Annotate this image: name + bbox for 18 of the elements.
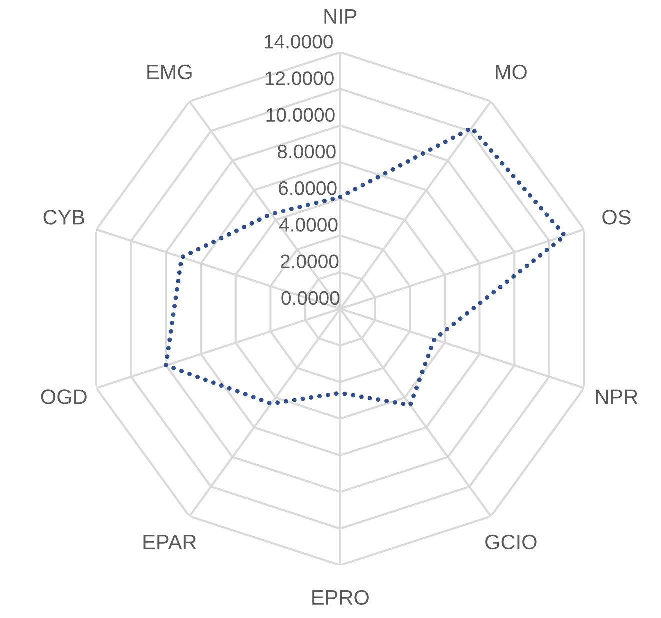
spoke-label: EMG: [148, 64, 192, 80]
spoke-label: CYB: [44, 210, 84, 225]
spoke-label: EPAR: [144, 535, 196, 550]
spoke-label: OGD: [41, 390, 87, 404]
spoke-label: GCIO: [486, 534, 537, 550]
spoke-label: OS: [602, 210, 631, 225]
y-tick-label: 14.0000: [264, 35, 333, 49]
y-tick-label: 6.0000: [279, 182, 337, 196]
spoke-label: NPR: [596, 390, 638, 404]
y-tick-label: 0.0000: [282, 291, 340, 306]
y-tick-label: 4.0000: [279, 218, 338, 232]
spoke-label: MO: [496, 64, 527, 80]
y-tick-label: 12.0000: [266, 72, 334, 86]
y-tick-label: 8.0000: [278, 144, 336, 159]
y-tick-label: 2.0000: [280, 254, 339, 269]
spoke-label: NIP: [324, 10, 357, 24]
y-tick-label: 10.0000: [266, 108, 335, 122]
spoke-label: EPRO: [312, 590, 369, 606]
